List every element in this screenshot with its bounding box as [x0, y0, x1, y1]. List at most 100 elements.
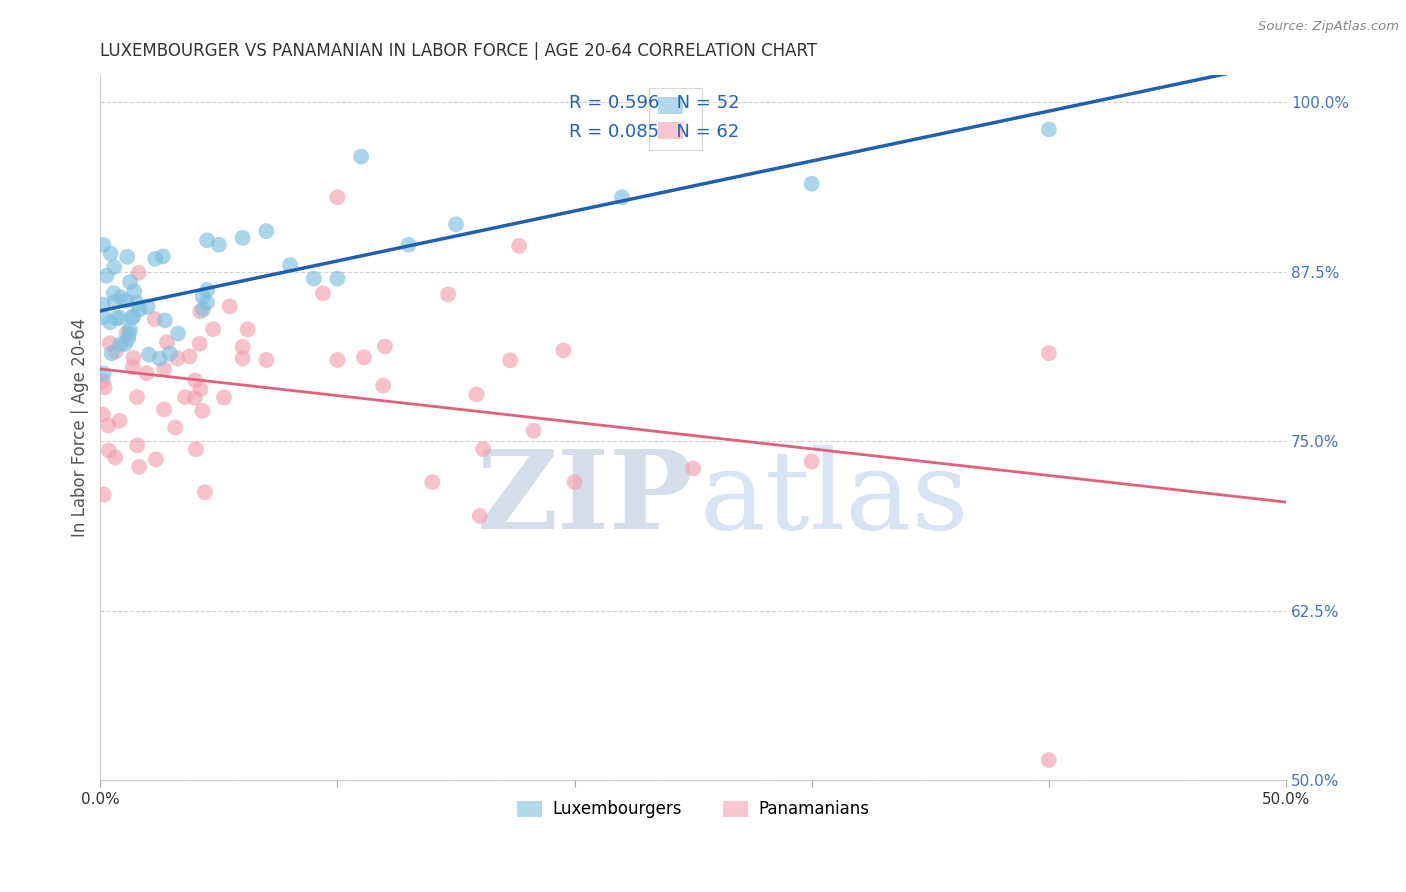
Point: [1038, 753, 1060, 767]
Point: [553, 343, 575, 358]
Point: [202, 322, 225, 336]
Point: [179, 349, 201, 363]
Point: [254, 353, 277, 368]
Point: [1038, 122, 1060, 136]
Point: [118, 322, 141, 336]
Point: [105, 310, 128, 325]
Point: [91, 297, 114, 311]
Point: [353, 351, 375, 365]
Point: [472, 442, 495, 456]
Point: [93, 380, 115, 394]
Point: [499, 353, 522, 368]
Legend: Luxembourgers, Panamanians: Luxembourgers, Panamanians: [510, 794, 876, 825]
Point: [184, 442, 207, 457]
Point: [152, 249, 174, 263]
Point: [136, 300, 159, 314]
Point: [115, 293, 138, 308]
Point: [104, 450, 127, 465]
Point: [125, 295, 148, 310]
Point: [1038, 346, 1060, 360]
Point: [218, 299, 240, 313]
Point: [195, 233, 218, 247]
Point: [145, 452, 167, 467]
Point: [121, 360, 143, 375]
Point: [103, 260, 125, 274]
Point: [437, 287, 460, 301]
Y-axis label: In Labor Force | Age 20-64: In Labor Force | Age 20-64: [72, 318, 89, 537]
Point: [100, 246, 122, 260]
Point: [508, 239, 530, 253]
Point: [128, 302, 150, 317]
Point: [153, 313, 176, 327]
Point: [104, 294, 127, 309]
Text: R = 0.596   N = 52: R = 0.596 N = 52: [568, 95, 740, 112]
Point: [191, 404, 214, 418]
Point: [91, 408, 114, 422]
Point: [97, 443, 120, 458]
Point: [800, 455, 823, 469]
Point: [127, 438, 149, 452]
Point: [93, 367, 115, 381]
Point: [110, 290, 132, 304]
Point: [174, 390, 197, 404]
Point: [350, 150, 373, 164]
Point: [302, 271, 325, 285]
Point: [124, 285, 146, 299]
Point: [93, 310, 115, 325]
Point: [190, 382, 212, 396]
Point: [184, 373, 207, 387]
Point: [143, 252, 166, 266]
Point: [465, 387, 488, 401]
Point: [128, 459, 150, 474]
Point: [191, 302, 214, 317]
Text: R = 0.085   N = 62: R = 0.085 N = 62: [568, 122, 740, 141]
Point: [118, 326, 141, 341]
Point: [153, 402, 176, 417]
Point: [100, 346, 122, 360]
Point: [165, 420, 187, 434]
Point: [232, 351, 254, 366]
Point: [564, 475, 586, 489]
Point: [236, 322, 259, 336]
Point: [125, 390, 148, 404]
Point: [159, 346, 181, 360]
Point: [326, 353, 349, 368]
Point: [143, 312, 166, 326]
Point: [254, 224, 277, 238]
Point: [98, 315, 121, 329]
Point: [184, 391, 207, 405]
Point: [278, 258, 301, 272]
Point: [444, 218, 467, 232]
Point: [149, 351, 172, 366]
Text: LUXEMBOURGER VS PANAMANIAN IN LABOR FORCE | AGE 20-64 CORRELATION CHART: LUXEMBOURGER VS PANAMANIAN IN LABOR FORC…: [100, 42, 817, 60]
Point: [153, 362, 176, 376]
Point: [682, 461, 704, 475]
Point: [108, 414, 131, 428]
Text: ZIP: ZIP: [477, 445, 693, 552]
Point: [93, 487, 115, 501]
Point: [156, 335, 179, 350]
Point: [398, 237, 420, 252]
Point: [138, 348, 160, 362]
Point: [208, 237, 231, 252]
Point: [800, 177, 823, 191]
Point: [212, 391, 235, 405]
Point: [91, 238, 114, 252]
Point: [108, 310, 131, 325]
Point: [114, 337, 136, 351]
Point: [195, 295, 218, 310]
Point: [371, 378, 394, 392]
Point: [98, 336, 121, 351]
Point: [118, 275, 141, 289]
Text: atlas: atlas: [699, 445, 969, 552]
Point: [420, 475, 443, 489]
Point: [232, 231, 254, 245]
Point: [117, 332, 139, 346]
Point: [194, 485, 217, 500]
Point: [117, 250, 139, 264]
Point: [191, 290, 214, 304]
Point: [128, 266, 150, 280]
Text: Source: ZipAtlas.com: Source: ZipAtlas.com: [1258, 20, 1399, 33]
Point: [468, 508, 491, 523]
Point: [188, 336, 211, 351]
